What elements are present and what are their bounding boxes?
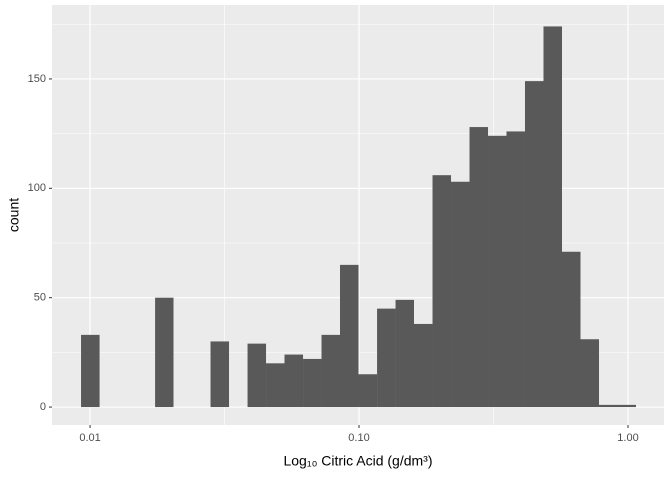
- bar: [81, 334, 100, 408]
- bar: [432, 175, 452, 408]
- bar: [247, 343, 267, 408]
- bar: [562, 251, 581, 408]
- bar: [580, 339, 600, 408]
- bar: [377, 308, 396, 408]
- y-tick-label: 50: [34, 292, 46, 304]
- y-tick-label: 150: [28, 73, 46, 85]
- x-tick-label: 0.10: [348, 432, 369, 444]
- y-tick-label: 0: [40, 401, 46, 413]
- bar: [488, 135, 507, 408]
- bar: [321, 334, 341, 408]
- bar: [284, 354, 304, 408]
- bar: [340, 264, 359, 408]
- y-axis-title: count: [6, 198, 22, 232]
- x-tick-label: 1.00: [617, 432, 638, 444]
- bar: [543, 26, 563, 408]
- bar: [155, 297, 174, 408]
- x-tick-label: 0.01: [79, 432, 100, 444]
- x-axis-title: Log₁₀ Citric Acid (g/dm³): [283, 453, 432, 469]
- y-tick-label: 100: [28, 182, 46, 194]
- bar: [303, 358, 322, 408]
- bar: [599, 404, 618, 408]
- bar: [617, 404, 637, 408]
- bar: [413, 323, 433, 408]
- bar: [358, 374, 378, 408]
- bar: [506, 131, 525, 408]
- bar: [395, 299, 414, 408]
- bar: [266, 363, 285, 408]
- bar: [469, 127, 489, 408]
- bar: [210, 341, 230, 408]
- bar: [524, 81, 544, 408]
- bar: [451, 181, 470, 408]
